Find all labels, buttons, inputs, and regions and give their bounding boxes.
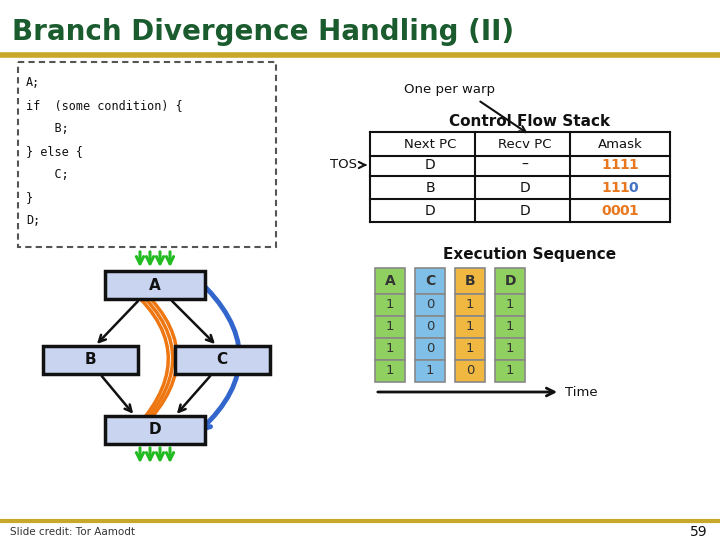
Text: Amask: Amask	[598, 138, 642, 152]
Text: } else {: } else {	[26, 145, 83, 158]
Text: 0: 0	[629, 181, 639, 195]
Text: 1: 1	[611, 158, 621, 172]
Text: 0: 0	[602, 204, 611, 218]
Text: B;: B;	[26, 122, 68, 135]
FancyArrowPatch shape	[127, 282, 173, 427]
Text: 0: 0	[620, 204, 629, 218]
Text: –: –	[521, 158, 528, 172]
Text: 0: 0	[426, 342, 434, 355]
Text: 1: 1	[505, 299, 514, 312]
FancyBboxPatch shape	[495, 316, 525, 338]
Text: 1: 1	[629, 204, 639, 218]
Text: 1: 1	[505, 321, 514, 334]
Text: Slide credit: Tor Aamodt: Slide credit: Tor Aamodt	[10, 527, 135, 537]
FancyBboxPatch shape	[455, 338, 485, 360]
Text: }: }	[26, 191, 33, 204]
Text: Time: Time	[565, 386, 598, 399]
FancyBboxPatch shape	[495, 360, 525, 382]
Text: A;: A;	[26, 76, 40, 89]
Text: D: D	[504, 274, 516, 288]
FancyBboxPatch shape	[495, 294, 525, 316]
Text: A: A	[384, 274, 395, 288]
FancyBboxPatch shape	[105, 271, 205, 299]
FancyBboxPatch shape	[455, 360, 485, 382]
FancyBboxPatch shape	[495, 268, 525, 294]
Text: 1: 1	[620, 181, 629, 195]
FancyBboxPatch shape	[415, 268, 445, 294]
FancyBboxPatch shape	[375, 268, 405, 294]
Text: D: D	[425, 204, 436, 218]
Text: 1: 1	[602, 158, 611, 172]
Text: 1: 1	[620, 158, 629, 172]
FancyArrowPatch shape	[121, 282, 168, 427]
Text: One per warp: One per warp	[405, 84, 495, 97]
Text: if  (some condition) {: if (some condition) {	[26, 99, 183, 112]
Text: C;: C;	[26, 168, 68, 181]
FancyBboxPatch shape	[105, 416, 205, 444]
FancyBboxPatch shape	[18, 62, 276, 247]
Text: 1: 1	[629, 158, 639, 172]
Text: 1: 1	[466, 321, 474, 334]
Text: B: B	[84, 353, 96, 368]
FancyBboxPatch shape	[455, 316, 485, 338]
Text: 1: 1	[505, 342, 514, 355]
FancyBboxPatch shape	[495, 338, 525, 360]
FancyBboxPatch shape	[415, 360, 445, 382]
Text: 1: 1	[611, 181, 621, 195]
Text: 0: 0	[426, 321, 434, 334]
FancyBboxPatch shape	[415, 294, 445, 316]
Text: 1: 1	[466, 342, 474, 355]
Text: C: C	[425, 274, 435, 288]
FancyBboxPatch shape	[375, 338, 405, 360]
FancyBboxPatch shape	[415, 338, 445, 360]
Text: D: D	[425, 158, 436, 172]
Text: 1: 1	[386, 299, 395, 312]
Text: Execution Sequence: Execution Sequence	[444, 247, 616, 262]
Text: Branch Divergence Handling (II): Branch Divergence Handling (II)	[12, 18, 514, 46]
Text: 0: 0	[466, 364, 474, 377]
Text: 1: 1	[386, 364, 395, 377]
Text: Recv PC: Recv PC	[498, 138, 552, 152]
Text: C: C	[217, 353, 228, 368]
Text: B: B	[426, 181, 435, 195]
FancyBboxPatch shape	[375, 360, 405, 382]
Text: TOS: TOS	[330, 159, 357, 172]
FancyBboxPatch shape	[455, 294, 485, 316]
FancyBboxPatch shape	[174, 346, 269, 374]
FancyArrowPatch shape	[133, 282, 177, 427]
Text: 0: 0	[426, 299, 434, 312]
Text: D: D	[149, 422, 161, 437]
Text: B: B	[464, 274, 475, 288]
Text: 1: 1	[466, 299, 474, 312]
Text: Next PC: Next PC	[404, 138, 456, 152]
Text: 0: 0	[611, 204, 621, 218]
Text: 1: 1	[386, 342, 395, 355]
Text: Control Flow Stack: Control Flow Stack	[449, 114, 611, 130]
Text: 59: 59	[690, 525, 708, 539]
FancyBboxPatch shape	[375, 294, 405, 316]
FancyBboxPatch shape	[415, 316, 445, 338]
Text: D: D	[520, 204, 531, 218]
Text: 1: 1	[602, 181, 611, 195]
FancyBboxPatch shape	[455, 268, 485, 294]
FancyArrowPatch shape	[197, 279, 240, 429]
Text: A: A	[149, 278, 161, 293]
FancyBboxPatch shape	[42, 346, 138, 374]
Text: D;: D;	[26, 214, 40, 227]
FancyBboxPatch shape	[375, 316, 405, 338]
Text: 1: 1	[426, 364, 434, 377]
Text: 1: 1	[505, 364, 514, 377]
Text: 1: 1	[386, 321, 395, 334]
Text: D: D	[520, 181, 531, 195]
